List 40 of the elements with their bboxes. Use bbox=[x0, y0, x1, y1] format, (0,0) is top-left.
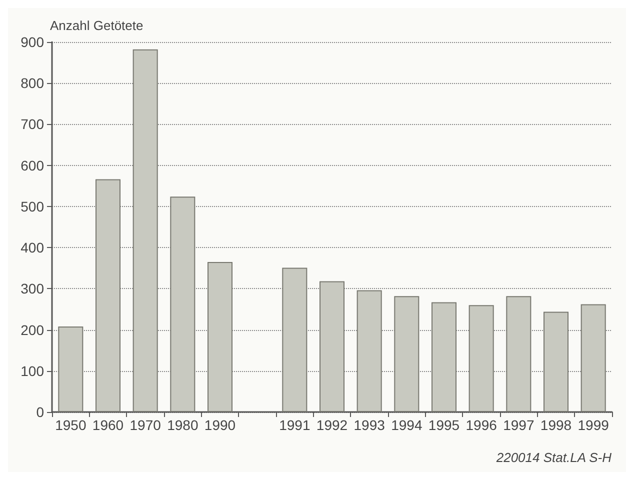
x-tick-label: 1990 bbox=[204, 417, 236, 433]
x-tick-label: 1999 bbox=[578, 417, 610, 433]
bar bbox=[319, 281, 345, 412]
y-tick-label: 800 bbox=[20, 75, 44, 92]
bar bbox=[580, 304, 606, 412]
y-tick-label: 200 bbox=[20, 322, 44, 338]
bar bbox=[207, 262, 233, 412]
bar bbox=[58, 326, 84, 412]
y-tick-label: 700 bbox=[20, 116, 44, 132]
y-tick-label: 100 bbox=[20, 362, 44, 379]
y-tick-label: 500 bbox=[20, 198, 44, 214]
x-tick-label: 1980 bbox=[167, 417, 198, 433]
x-tick-label: 1991 bbox=[279, 417, 310, 433]
bar bbox=[543, 312, 569, 412]
y-tick-label: 900 bbox=[20, 34, 44, 50]
bar bbox=[468, 305, 494, 412]
x-tick-label: 1950 bbox=[55, 417, 86, 433]
bar bbox=[356, 290, 382, 412]
x-tick-label: 1998 bbox=[540, 417, 572, 433]
bar bbox=[394, 296, 420, 412]
bar bbox=[506, 296, 532, 412]
bar bbox=[95, 179, 121, 412]
x-tick-label: 1960 bbox=[92, 417, 124, 433]
bar bbox=[282, 268, 308, 412]
y-tick-label: 400 bbox=[20, 240, 44, 256]
x-tick-label: 1996 bbox=[466, 417, 498, 433]
x-tick-label: 1995 bbox=[428, 417, 460, 433]
bar bbox=[170, 196, 196, 412]
y-axis-title: Anzahl Getötete bbox=[50, 18, 144, 33]
x-tick-label: 1997 bbox=[503, 417, 534, 433]
y-tick-label: 600 bbox=[20, 157, 44, 174]
y-tick-label: 300 bbox=[20, 280, 44, 297]
x-tick-label: 1970 bbox=[130, 417, 162, 433]
x-tick-label: 1994 bbox=[391, 417, 422, 433]
text: 220014 Stat.LA S-H bbox=[495, 450, 612, 465]
x-tick-label: 1993 bbox=[354, 417, 386, 433]
bar bbox=[431, 302, 457, 412]
bar bbox=[132, 49, 158, 412]
y-tick-label: 0 bbox=[36, 404, 44, 420]
x-tick-label: 1992 bbox=[316, 417, 348, 433]
